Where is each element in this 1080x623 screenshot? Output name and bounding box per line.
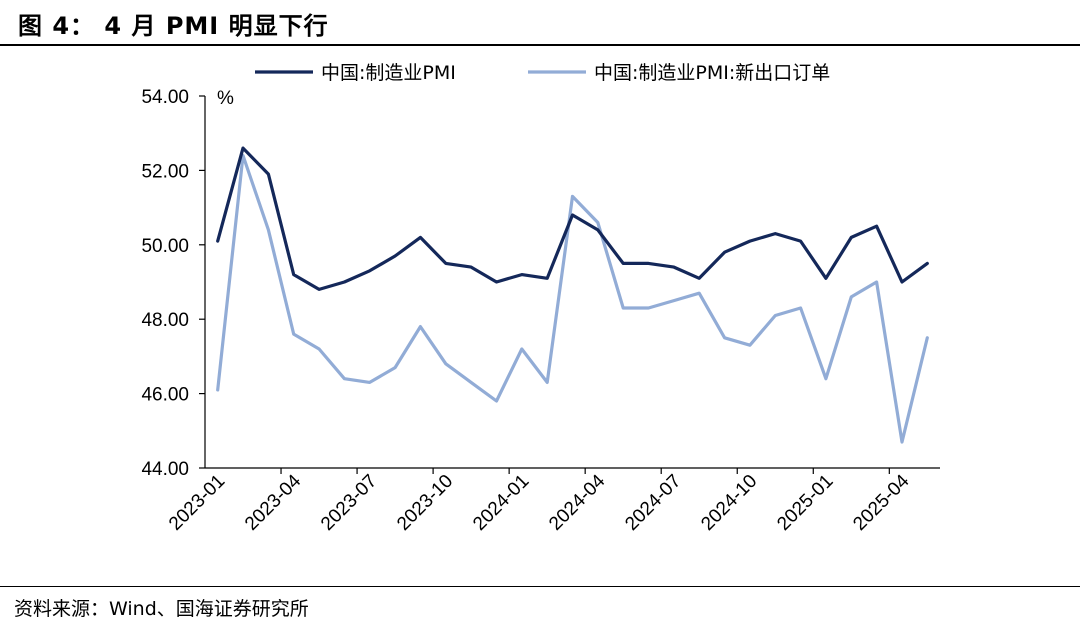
legend-label: 中国:制造业PMI: [321, 62, 456, 84]
x-tick-label: 2024-10: [697, 471, 761, 535]
x-tick-label: 2025-01: [773, 471, 837, 535]
y-unit-label: %: [217, 88, 234, 109]
x-tick-label: 2023-10: [393, 471, 457, 535]
source-note: 资料来源：Wind、国海证券研究所: [14, 598, 309, 620]
series-line: [216, 146, 929, 291]
x-tick-label: 2024-04: [545, 470, 609, 534]
series-line: [216, 153, 929, 444]
footer-divider: [0, 586, 1080, 587]
x-tick-label: 2025-04: [849, 470, 913, 534]
y-tick-label: 48.00: [141, 310, 189, 331]
x-tick-label: 2023-01: [165, 471, 229, 535]
x-tick-label: 2024-01: [469, 471, 533, 535]
x-tick-label: 2024-07: [621, 471, 685, 535]
figure-title: 图 4： 4 月 PMI 明显下行: [18, 12, 329, 40]
y-tick-label: 46.00: [141, 385, 189, 406]
title-divider: [0, 44, 1080, 46]
legend-label: 中国:制造业PMI:新出口订单: [594, 62, 830, 84]
x-tick-label: 2023-04: [241, 470, 305, 534]
y-tick-label: 52.00: [141, 161, 189, 182]
y-tick-label: 50.00: [141, 236, 189, 257]
y-tick-label: 54.00: [141, 87, 189, 108]
y-tick-label: 44.00: [141, 459, 189, 480]
x-tick-label: 2023-07: [317, 471, 381, 535]
